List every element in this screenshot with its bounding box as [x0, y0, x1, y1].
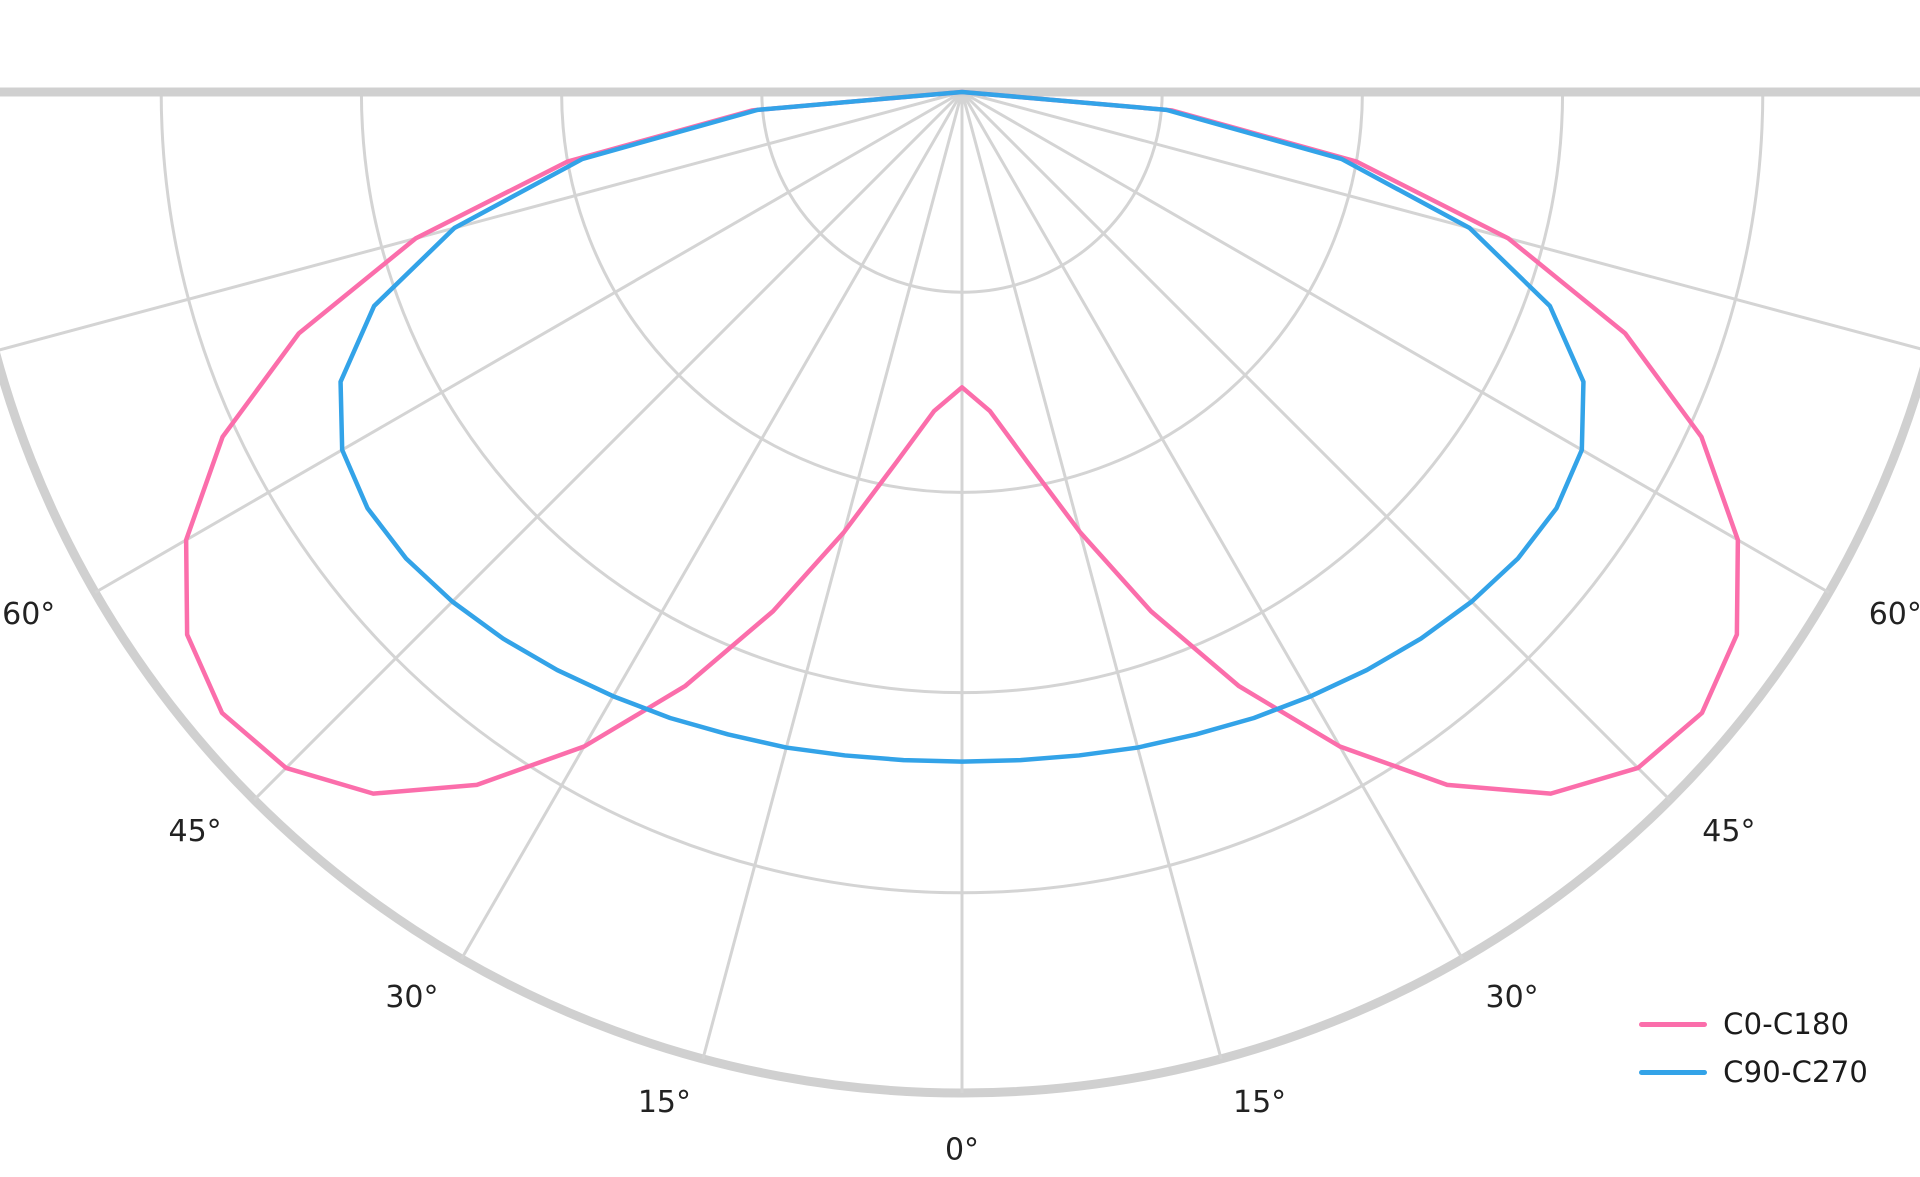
grid-ring-outer	[0, 351, 1920, 1098]
grid-spoke	[94, 90, 963, 594]
grid-spoke	[460, 91, 964, 960]
grid-spoke	[960, 91, 1464, 960]
legend-item-c0-c180[interactable]: C0-C180	[1639, 1007, 1868, 1041]
angle-tick-label: 30°	[1486, 980, 1539, 1015]
grid-spoke	[961, 90, 1830, 594]
angle-tick-label: 60°	[2, 597, 55, 632]
series-curve-c90-c270	[338, 89, 1586, 764]
grid-spoke	[253, 90, 964, 801]
legend-swatch-c90-c270	[1639, 1069, 1708, 1075]
polar-axis-labels: 90°75°60°45°30°15°90°75°60°45°30°15°0°	[2, 597, 1920, 1168]
polar-grid	[0, 87, 1920, 1098]
angle-tick-label: 60°	[1869, 597, 1920, 632]
legend-label-c90-c270: C90-C270	[1723, 1055, 1868, 1089]
angle-tick-label-zero: 0°	[945, 1133, 979, 1168]
series-curve-c0-c180	[183, 89, 1741, 796]
chart-legend: C0-C180 C90-C270	[1639, 1007, 1868, 1089]
angle-tick-label: 15°	[638, 1085, 691, 1120]
polar-series-layer	[183, 89, 1741, 796]
grid-spoke	[701, 91, 964, 1060]
angle-tick-label: 45°	[169, 814, 222, 849]
grid-spoke	[960, 90, 1671, 801]
grid-spoke	[961, 90, 1920, 351]
angle-tick-label: 15°	[1233, 1085, 1286, 1120]
angle-tick-label: 45°	[1702, 814, 1755, 849]
angle-tick-label: 30°	[385, 980, 438, 1015]
grid-spoke	[960, 91, 1223, 1060]
grid-spoke	[0, 90, 963, 352]
legend-swatch-c0-c180	[1639, 1021, 1708, 1027]
legend-label-c0-c180: C0-C180	[1723, 1007, 1850, 1041]
legend-item-c90-c270[interactable]: C90-C270	[1639, 1055, 1868, 1089]
